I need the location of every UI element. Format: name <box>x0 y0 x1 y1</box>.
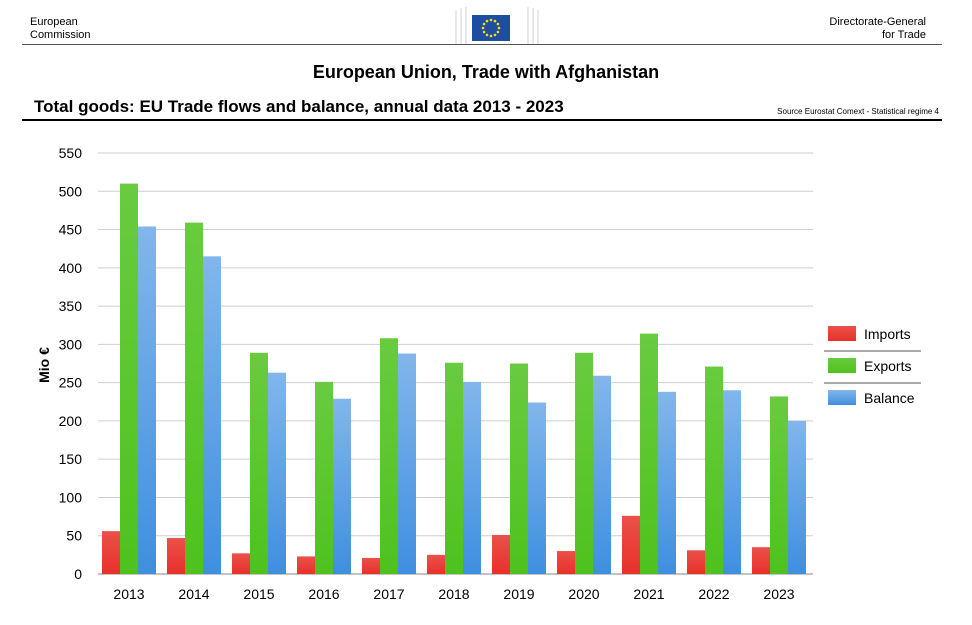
bar-balance-2019 <box>528 402 546 574</box>
bar-balance-2021 <box>658 391 676 574</box>
bar-balance-2020 <box>593 375 611 574</box>
x-tick-label: 2013 <box>113 586 144 602</box>
bar-exports-2013 <box>120 183 138 575</box>
y-axis-tick-labels: 0 50 100 150 200 250 300 350 400 450 500 550 <box>59 145 83 582</box>
legend-swatch-exports <box>828 358 856 373</box>
source-note: Source Eurostat Comext - Statistical reg… <box>777 107 939 116</box>
bar-balance-2013 <box>138 226 156 574</box>
eu-star-icon <box>481 26 485 30</box>
bar-balance-2015 <box>268 372 286 574</box>
header-left-line2: Commission <box>30 29 91 41</box>
eu-star-icon <box>485 19 489 23</box>
y-tick-label: 300 <box>59 336 83 352</box>
bar-exports-2019 <box>510 363 528 574</box>
header-right-line1: Directorate-General <box>829 16 926 28</box>
bar-imports-2022 <box>687 550 705 574</box>
y-tick-label: 50 <box>66 528 82 544</box>
bar-imports-2021 <box>622 515 640 574</box>
x-tick-label: 2020 <box>568 586 599 602</box>
bar-balance-2014 <box>203 256 221 574</box>
bar-exports-2015 <box>250 352 268 574</box>
eu-star-icon <box>489 34 493 38</box>
y-tick-label: 350 <box>59 298 83 314</box>
page-title: European Union, Trade with Afghanistan <box>312 62 660 82</box>
bar-imports-2013 <box>102 531 120 574</box>
header-left-line1: European <box>30 16 78 28</box>
bar-imports-2016 <box>297 556 315 574</box>
bar-imports-2020 <box>557 551 575 574</box>
y-tick-label: 500 <box>59 183 83 199</box>
bar-exports-2016 <box>315 381 333 574</box>
header-organization: European Commission <box>30 16 91 42</box>
y-tick-label: 200 <box>59 413 83 429</box>
x-tick-label: 2022 <box>698 586 729 602</box>
header-right-line2: for Trade <box>881 29 926 41</box>
y-tick-label: 0 <box>74 566 82 582</box>
y-tick-label: 150 <box>59 451 83 467</box>
eu-star-icon <box>497 26 501 30</box>
chart-subtitle: Total goods: EU Trade flows and balance,… <box>34 97 564 116</box>
x-tick-label: 2017 <box>373 586 404 602</box>
bar-balance-2022 <box>723 390 741 574</box>
eu-star-icon <box>496 22 500 26</box>
bar-imports-2018 <box>427 554 445 574</box>
x-tick-label: 2016 <box>308 586 339 602</box>
x-tick-label: 2019 <box>503 586 534 602</box>
eu-star-icon <box>482 30 486 34</box>
y-tick-label: 400 <box>59 260 83 276</box>
y-tick-label: 250 <box>59 375 83 391</box>
header-department: Directorate-General for Trade <box>829 16 926 42</box>
bar-imports-2023 <box>752 547 770 574</box>
bar-imports-2015 <box>232 553 250 574</box>
bar-exports-2022 <box>705 366 723 574</box>
bar-exports-2014 <box>185 222 203 574</box>
y-axis-label: Mio € <box>36 347 52 383</box>
legend-swatch-balance <box>828 390 856 405</box>
bar-imports-2017 <box>362 557 380 574</box>
eu-star-icon <box>482 22 486 26</box>
bar-balance-2018 <box>463 381 481 574</box>
header-divider <box>22 44 942 45</box>
bar-balance-2016 <box>333 398 351 574</box>
subtitle-divider <box>22 119 942 121</box>
eu-star-icon <box>489 18 493 22</box>
y-tick-label: 450 <box>59 222 83 238</box>
y-tick-label: 100 <box>59 489 83 505</box>
x-tick-label: 2015 <box>243 586 274 602</box>
bars <box>102 183 806 575</box>
bar-balance-2023 <box>788 420 806 574</box>
bar-imports-2014 <box>167 538 185 574</box>
eu-star-icon <box>496 30 500 34</box>
eu-commission-logo <box>455 7 539 44</box>
y-tick-label: 550 <box>59 145 83 161</box>
bar-exports-2017 <box>380 338 398 574</box>
x-tick-label: 2014 <box>178 586 209 602</box>
eu-star-icon <box>493 33 497 37</box>
bar-balance-2017 <box>398 353 416 574</box>
bar-exports-2021 <box>640 333 658 574</box>
x-tick-label: 2018 <box>438 586 469 602</box>
legend: Imports Exports Balance <box>824 326 921 406</box>
legend-swatch-imports <box>828 326 856 341</box>
legend-label-balance: Balance <box>864 390 915 406</box>
bar-exports-2023 <box>770 396 788 574</box>
legend-label-imports: Imports <box>864 326 911 342</box>
legend-label-exports: Exports <box>864 358 911 374</box>
bar-exports-2018 <box>445 362 463 574</box>
x-tick-label: 2021 <box>633 586 664 602</box>
eu-star-icon <box>493 19 497 23</box>
x-axis-tick-labels: 2013 2014 2015 2016 2017 2018 2019 2020 2021 2022… <box>113 586 794 602</box>
bar-imports-2019 <box>492 534 510 574</box>
bar-exports-2020 <box>575 352 593 574</box>
x-tick-label: 2023 <box>763 586 794 602</box>
eu-star-icon <box>485 33 489 37</box>
